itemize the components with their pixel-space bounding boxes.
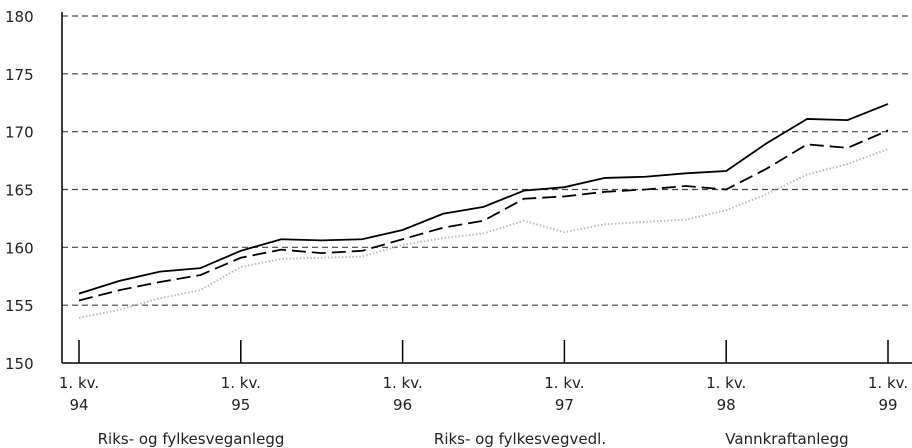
x-tick-label: 1. kv. 99 — [868, 374, 908, 414]
y-tick-label: 155 — [5, 297, 34, 315]
series-line — [78, 129, 889, 302]
x-tick-label: 1. kv. 97 — [544, 374, 584, 414]
x-tick-label: 1. kv. 95 — [221, 374, 261, 414]
legend-label: Riks- og fylkesveganlegg — [98, 430, 285, 448]
series-line — [78, 148, 889, 319]
series-line — [78, 103, 889, 295]
y-tick-label: 180 — [5, 8, 34, 26]
x-tick-label: 1. kv. 94 — [59, 374, 99, 414]
y-tick-label: 160 — [5, 239, 34, 257]
x-tick-label: 1. kv. 98 — [706, 374, 746, 414]
x-tick-label: 1. kv. 96 — [382, 374, 422, 414]
legend-label: Vannkraftanlegg — [725, 430, 848, 448]
y-tick-label: 150 — [5, 355, 34, 373]
y-tick-label: 175 — [5, 66, 34, 84]
y-tick-label: 165 — [5, 182, 34, 200]
y-tick-label: 170 — [5, 124, 34, 142]
legend-label: Riks- og fylkesvegvedl. — [434, 430, 606, 448]
